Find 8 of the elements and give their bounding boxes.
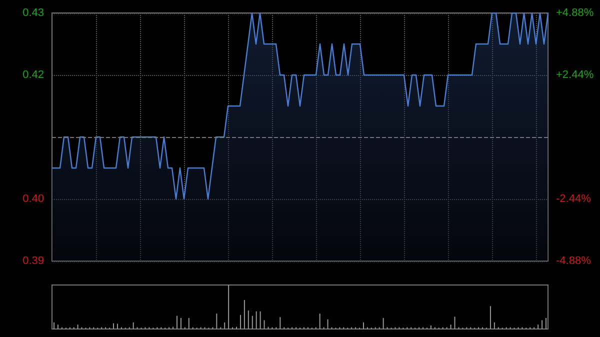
y2-tick-label: +2.44% xyxy=(556,69,594,81)
y2-tick-label: -4.88% xyxy=(556,255,592,267)
y-tick-label: 0.40 xyxy=(22,193,44,205)
y2-tick-label: +4.88% xyxy=(556,7,594,19)
y-tick-label: 0.39 xyxy=(22,255,44,267)
y2-tick-label: -2.44% xyxy=(556,193,592,205)
y-tick-label: 0.42 xyxy=(22,69,44,81)
y-tick-label: 0.43 xyxy=(22,7,44,19)
